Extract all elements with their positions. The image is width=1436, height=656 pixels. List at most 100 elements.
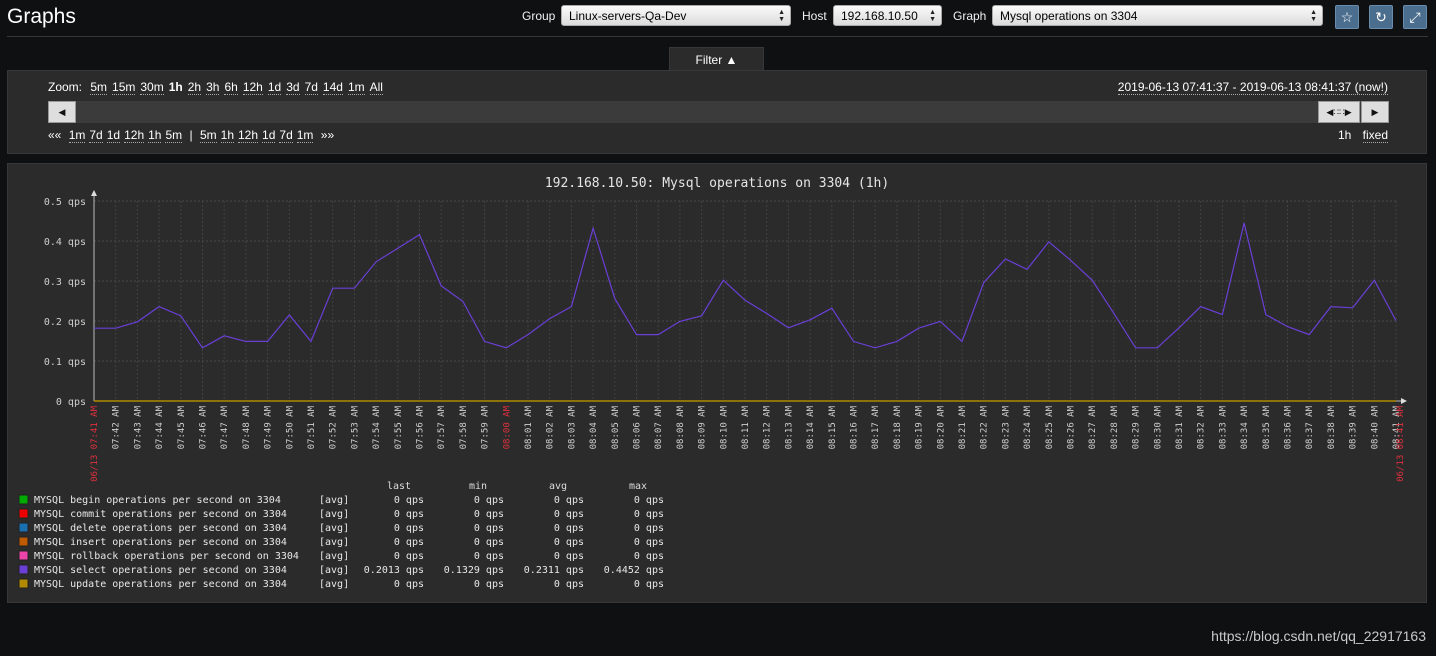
forward-step-link-7d[interactable]: 7d	[279, 128, 293, 143]
legend-func: [avg]	[319, 509, 349, 520]
zoom-link-1h[interactable]: 1h	[168, 80, 183, 94]
zoom-link-3d[interactable]: 3d	[286, 80, 300, 95]
watermark-text: https://blog.csdn.net/qq_22917163	[1211, 628, 1426, 644]
step-row: «« 1m 7d 1d 12h 1h 5m | 5m 1h 12h 1d 7d 1m »»	[48, 128, 335, 143]
legend-swatch	[18, 494, 29, 505]
x-tick-label: 08:24 AM	[1023, 405, 1033, 449]
x-tick-label: 08:41 AM	[1392, 405, 1402, 449]
fullscreen-button[interactable]: ⤢	[1403, 5, 1427, 29]
x-tick-label: 08:19 AM	[915, 405, 925, 449]
x-tick-label: 08:15 AM	[828, 405, 838, 449]
x-tick-label: 08:09 AM	[698, 405, 708, 449]
triangle-right-icon: ▶	[1371, 107, 1379, 117]
x-axis-arrow	[1401, 398, 1407, 404]
legend-last-value: 0.2013 qps	[364, 565, 424, 576]
x-tick-label: 07:47 AM	[220, 405, 230, 449]
group-select[interactable]: Linux-servers-Qa-Dev ▲ ▼	[561, 5, 791, 26]
y-tick-label: 0.4 qps	[44, 237, 86, 248]
zoom-link-6h[interactable]: 6h	[224, 80, 238, 95]
legend-func: [avg]	[319, 551, 349, 562]
zoom-link-14d[interactable]: 14d	[322, 80, 343, 95]
forward-last-link[interactable]: »»	[320, 128, 335, 142]
zoom-label: Zoom:	[48, 80, 83, 94]
graph-select[interactable]: Mysql operations on 3304 ▲ ▼	[992, 5, 1323, 26]
zoom-link-2h[interactable]: 2h	[187, 80, 202, 95]
zoom-link-30m[interactable]: 30m	[140, 80, 164, 95]
timeline-handle[interactable]: ◀∷∷▶	[1318, 101, 1360, 123]
legend-min-value: 0 qps	[474, 523, 504, 534]
back-step-link-1h[interactable]: 1h	[148, 128, 162, 143]
legend-max-value: 0 qps	[634, 495, 664, 506]
x-tick-label: 08:29 AM	[1132, 405, 1142, 449]
legend-max-value: 0 qps	[634, 579, 664, 590]
x-tick-label: 07:59 AM	[481, 405, 491, 449]
favorite-button[interactable]: ☆	[1335, 5, 1359, 29]
back-step-link-5m[interactable]: 5m	[165, 128, 183, 143]
timeline-scrollbar[interactable]	[48, 101, 1389, 123]
legend-max-value: 0 qps	[634, 537, 664, 548]
zoom-link-15m[interactable]: 15m	[112, 80, 136, 95]
period-mode-link[interactable]: fixed	[1362, 128, 1388, 143]
legend-series-name: MYSQL insert operations per second on 33…	[34, 537, 287, 548]
x-tick-label: 08:36 AM	[1284, 405, 1294, 449]
zoom-link-All[interactable]: All	[369, 80, 383, 95]
x-tick-label: 08:06 AM	[633, 405, 643, 449]
zoom-link-1m[interactable]: 1m	[347, 80, 365, 95]
filter-tab[interactable]: Filter ▲	[669, 47, 764, 71]
zoom-link-12h[interactable]: 12h	[242, 80, 263, 95]
zoom-link-5m[interactable]: 5m	[90, 80, 108, 95]
forward-step-link-1h[interactable]: 1h	[220, 128, 234, 143]
legend-header-last: last	[387, 481, 411, 492]
legend-last-value: 0 qps	[394, 579, 424, 590]
fullscreen-icon: ⤢	[1409, 9, 1421, 25]
zoom-link-3h[interactable]: 3h	[206, 80, 220, 95]
x-tick-label: 08:12 AM	[763, 405, 773, 449]
x-tick-label: 08:32 AM	[1197, 405, 1207, 449]
forward-step-link-5m[interactable]: 5m	[199, 128, 217, 143]
legend-swatch	[18, 508, 29, 519]
legend-avg-value: 0.2311 qps	[524, 565, 584, 576]
y-tick-label: 0.2 qps	[44, 317, 86, 328]
y-tick-label: 0.5 qps	[44, 197, 86, 208]
legend-func: [avg]	[319, 523, 349, 534]
x-tick-label: 08:14 AM	[806, 405, 816, 449]
step-separator: |	[189, 128, 193, 142]
forward-step-link-1m[interactable]: 1m	[296, 128, 314, 143]
x-tick-label: 08:35 AM	[1262, 405, 1272, 449]
x-tick-label: 07:45 AM	[177, 405, 187, 449]
forward-step-link-12h[interactable]: 12h	[238, 128, 259, 143]
x-tick-label: 08:03 AM	[567, 405, 577, 449]
x-tick-label: 08:02 AM	[546, 405, 556, 449]
time-range-display[interactable]: 2019-06-13 07:41:37 - 2019-06-13 08:41:3…	[1117, 80, 1388, 95]
x-tick-label: 07:49 AM	[264, 405, 274, 449]
graph-label: Graph	[953, 9, 987, 23]
y-tick-label: 0.3 qps	[44, 277, 86, 288]
back-step-link-12h[interactable]: 12h	[124, 128, 145, 143]
x-tick-label: 08:33 AM	[1218, 405, 1228, 449]
legend-series-name: MYSQL rollback operations per second on …	[34, 551, 299, 562]
x-tick-label: 08:39 AM	[1349, 405, 1359, 449]
page-title: Graphs	[7, 5, 76, 28]
forward-step-link-1d[interactable]: 1d	[262, 128, 276, 143]
zoom-link-1d[interactable]: 1d	[267, 80, 282, 95]
back-first-link[interactable]: ««	[48, 128, 62, 142]
zoom-link-7d[interactable]: 7d	[304, 80, 318, 95]
x-tick-label: 08:37 AM	[1305, 405, 1315, 449]
refresh-button[interactable]: ↻	[1369, 5, 1393, 29]
scroll-left-button[interactable]: ◀	[48, 101, 76, 123]
filter-panel: Zoom: 5m 15m 30m 1h 2h 3h 6h 12h 1d 3d 7d 14d 1m All …	[7, 70, 1427, 154]
legend-series-name: MYSQL delete operations per second on 33…	[34, 523, 287, 534]
host-select[interactable]: 192.168.10.50 ▲ ▼	[833, 5, 942, 26]
legend-avg-value: 0 qps	[554, 523, 584, 534]
back-step-link-1d[interactable]: 1d	[106, 128, 121, 143]
scroll-right-button[interactable]: ▶	[1361, 101, 1389, 123]
legend-series-name: MYSQL begin operations per second on 330…	[34, 495, 281, 506]
legend-series-name: MYSQL update operations per second on 33…	[34, 579, 287, 590]
legend-swatch	[18, 522, 29, 533]
legend-max-value: 0 qps	[634, 551, 664, 562]
back-step-link-1m[interactable]: 1m	[68, 128, 86, 143]
select-arrows-icon: ▲ ▼	[929, 9, 936, 23]
back-step-link-7d[interactable]: 7d	[89, 128, 103, 143]
x-tick-label: 07:58 AM	[459, 405, 469, 449]
x-tick-label: 07:44 AM	[155, 405, 165, 449]
